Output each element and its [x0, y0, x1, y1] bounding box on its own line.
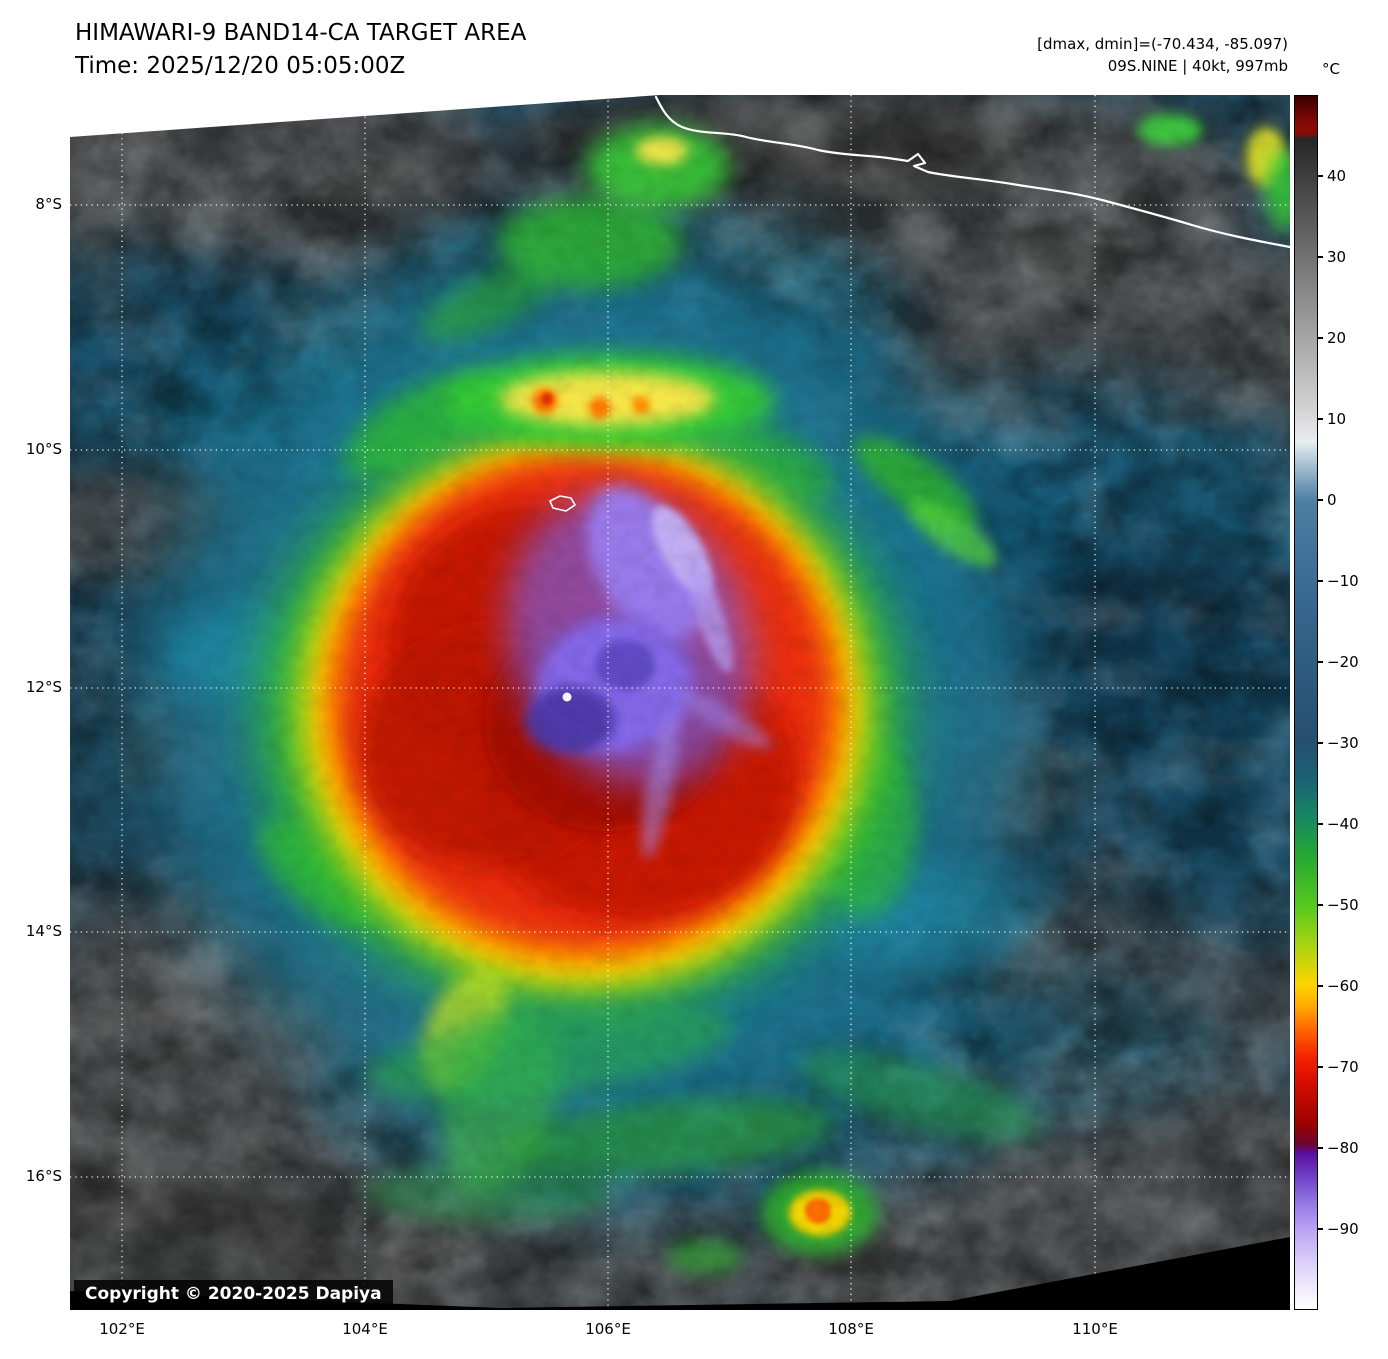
image-grain	[70, 95, 1290, 1310]
colorbar-tick: −20	[1317, 653, 1379, 671]
colorbar-tick: −90	[1317, 1220, 1379, 1238]
colorbar-tick: 20	[1317, 329, 1379, 347]
colorbar-tick: 10	[1317, 410, 1379, 428]
lat-label: 8°S	[35, 195, 62, 213]
colorbar-tick: −50	[1317, 896, 1379, 914]
colorbar-tick: 40	[1317, 167, 1379, 185]
copyright-badge: Copyright © 2020-2025 Dapiya	[74, 1280, 393, 1308]
storm-info: 09S.NINE | 40kt, 997mb	[1107, 57, 1288, 75]
colorbar-tick: −40	[1317, 815, 1379, 833]
satellite-map: Copyright © 2020-2025 Dapiya	[70, 95, 1290, 1310]
colorbar-tick: 0	[1317, 491, 1379, 509]
lat-label: 12°S	[25, 678, 62, 696]
timestamp: Time: 2025/12/20 05:05:00Z	[75, 53, 406, 79]
lon-label: 102°E	[99, 1320, 145, 1338]
colorbar-tick: −60	[1317, 977, 1379, 995]
island-outline	[549, 495, 576, 512]
colorbar-unit: °C	[1322, 60, 1340, 78]
colorbar-tick: −10	[1317, 572, 1379, 590]
colorbar-tick: −70	[1317, 1058, 1379, 1076]
page-title: HIMAWARI-9 BAND14-CA TARGET AREA	[75, 20, 527, 46]
colorbar-tick: 30	[1317, 248, 1379, 266]
lat-label: 14°S	[25, 922, 62, 940]
lat-label: 16°S	[25, 1167, 62, 1185]
colorbar-tick: −30	[1317, 734, 1379, 752]
colorbar-gradient	[1294, 95, 1318, 1310]
lon-label: 110°E	[1072, 1320, 1118, 1338]
lat-label: 10°S	[25, 440, 62, 458]
coastline	[549, 95, 1290, 512]
satellite-scene	[70, 95, 1290, 1310]
header-right: [dmax, dmin]=(-70.434, -85.097) 09S.NINE…	[1037, 33, 1288, 77]
colorbar-tick: −80	[1317, 1139, 1379, 1157]
lon-label: 106°E	[585, 1320, 631, 1338]
dmax-dmin-readout: [dmax, dmin]=(-70.434, -85.097)	[1037, 35, 1288, 53]
lon-label: 104°E	[342, 1320, 388, 1338]
lon-label: 108°E	[828, 1320, 874, 1338]
